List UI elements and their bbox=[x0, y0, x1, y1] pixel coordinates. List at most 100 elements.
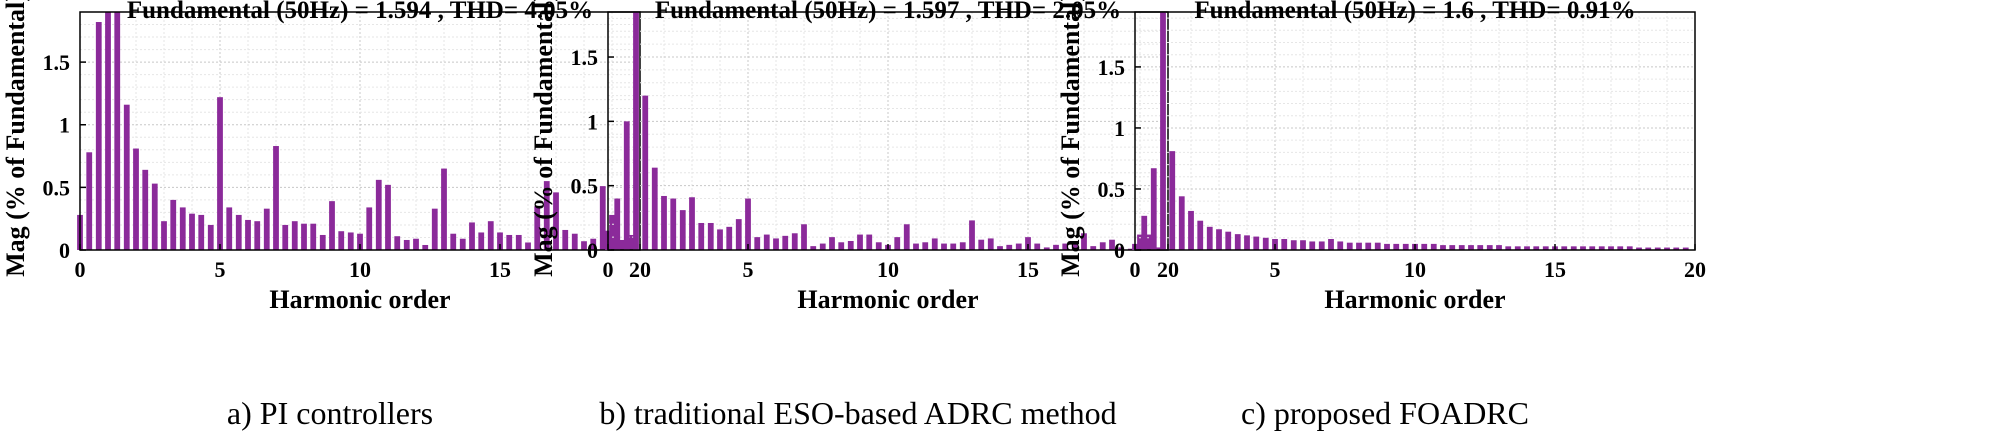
chart-a-bar bbox=[338, 231, 345, 250]
chart-b-bar bbox=[875, 242, 882, 250]
chart-a-bar bbox=[254, 221, 261, 250]
chart-c-bar bbox=[1262, 237, 1269, 250]
chart-a-bar bbox=[497, 232, 503, 250]
chart-a-xtick-label: 15 bbox=[489, 257, 511, 282]
chart-a-bar bbox=[469, 222, 475, 250]
chart-c-xtick-label: 15 bbox=[1544, 257, 1566, 282]
chart-b-bar bbox=[1015, 243, 1022, 250]
chart-b-bars bbox=[605, 12, 1162, 251]
chart-b-bar bbox=[810, 246, 817, 250]
chart-c-ytick-label: 1.5 bbox=[1098, 55, 1126, 80]
chart-b-bar bbox=[661, 195, 667, 250]
chart-a-bar bbox=[357, 233, 363, 250]
chart-c-ytick-label: 0 bbox=[1114, 238, 1125, 263]
chart-c-bar bbox=[1580, 246, 1586, 250]
chart-c-bar bbox=[1626, 246, 1633, 250]
chart-c-ylabel: Mag (% of Fundamental) bbox=[1056, 0, 1085, 277]
chart-b-xlabel: Harmonic order bbox=[797, 285, 978, 314]
chart-b-bar bbox=[1090, 246, 1097, 250]
chart-c-bar bbox=[1682, 247, 1689, 250]
chart-b-bar bbox=[745, 198, 751, 250]
chart-a-title: Fundamental (50Hz) = 1.594 , THD= 4.05% bbox=[127, 0, 593, 24]
chart-a-bar bbox=[245, 219, 251, 250]
chart-c-bar bbox=[1216, 229, 1222, 250]
chart-c-ytick-label: 0.5 bbox=[1098, 177, 1126, 202]
chart-c-bars bbox=[1132, 12, 1689, 250]
chart-a-bar bbox=[198, 214, 205, 250]
chart-a-bar bbox=[319, 234, 326, 250]
chart-c-xtick-label: 20 bbox=[1684, 257, 1706, 282]
chart-a-bar bbox=[151, 183, 158, 250]
chart-a-ytick-label: 1.5 bbox=[43, 50, 71, 75]
chart-b-bar bbox=[642, 95, 649, 251]
chart-c-bar bbox=[1598, 246, 1605, 250]
chart-b-bar bbox=[959, 242, 966, 250]
chart-a-bar bbox=[525, 242, 531, 250]
chart-b-bar bbox=[931, 238, 938, 250]
chart-b-bar bbox=[857, 234, 863, 250]
chart-b-bar bbox=[838, 242, 845, 250]
chart-b-ylabel: Mag (% of Fundamental) bbox=[529, 0, 558, 277]
chart-a-bar bbox=[273, 146, 279, 250]
chart-c-grid bbox=[1135, 12, 1695, 250]
chart-c-bar bbox=[1636, 247, 1642, 250]
chart-b-bar bbox=[670, 198, 677, 250]
chart-b-bar bbox=[987, 238, 994, 250]
chart-b-title: Fundamental (50Hz) = 1.597 , THD= 2.05% bbox=[655, 0, 1121, 24]
chart-c-bar bbox=[1160, 12, 1166, 250]
chart-a-bar bbox=[329, 201, 335, 250]
chart-b-bar bbox=[651, 167, 658, 250]
chart-a-bar bbox=[562, 229, 569, 250]
chart-b-bar bbox=[922, 242, 929, 250]
chart-c-bar bbox=[1328, 239, 1334, 250]
chart-c-xtick-label: 10 bbox=[1404, 257, 1426, 282]
chart-a-bar bbox=[450, 233, 457, 250]
chart-a-bar bbox=[599, 186, 606, 250]
chart-a-ytick-label: 0 bbox=[59, 238, 70, 263]
chart-b-bar bbox=[689, 197, 695, 250]
chart-panel-a: 0 5 10 15 20 0 0.5 1 1.5 Fundamental (50Hz) = 1.5… bbox=[0, 0, 660, 441]
chart-a-bar bbox=[263, 208, 270, 250]
chart-a-bar bbox=[375, 179, 382, 250]
chart-c-bar bbox=[1225, 231, 1232, 250]
chart-c-bar bbox=[1374, 242, 1381, 250]
chart-b-bar bbox=[913, 243, 919, 250]
chart-c-bar bbox=[1645, 247, 1652, 250]
chart-b-bar bbox=[866, 234, 873, 250]
chart-c-bar bbox=[1673, 247, 1680, 250]
chart-a-bar bbox=[86, 152, 93, 250]
chart-c-bar bbox=[1421, 243, 1428, 250]
chart-a-ytick-label: 1 bbox=[59, 113, 70, 138]
chart-b-bar bbox=[614, 198, 621, 250]
chart-c-bar bbox=[1654, 247, 1661, 250]
chart-b-bar bbox=[1034, 243, 1041, 250]
chart-b-bar bbox=[1137, 234, 1143, 250]
chart-c-bar bbox=[1561, 246, 1568, 250]
chart-b-xtick-label: 15 bbox=[1017, 257, 1039, 282]
chart-c-svg: 0 5 10 15 20 0 0.5 1 1.5 Fundamental (50Hz) = 1.6… bbox=[1056, 0, 1706, 314]
chart-c-bar bbox=[1150, 168, 1157, 250]
chart-a-bar bbox=[543, 181, 550, 250]
chart-c-bar bbox=[1589, 246, 1596, 250]
chart-c-bar bbox=[1449, 245, 1456, 250]
chart-c-bar bbox=[1290, 240, 1297, 250]
chart-a-bar bbox=[291, 221, 298, 250]
chart-c-bar bbox=[1169, 151, 1176, 250]
chart-b-grid bbox=[608, 12, 1168, 250]
chart-c-bar bbox=[1402, 243, 1409, 250]
chart-a-bar bbox=[105, 12, 111, 250]
chart-b-bar bbox=[894, 237, 901, 250]
chart-a-bar bbox=[571, 233, 578, 250]
chart-a-bar bbox=[235, 214, 242, 250]
chart-b-bar bbox=[819, 243, 826, 250]
chart-b-bar bbox=[623, 121, 630, 250]
chart-c-bar bbox=[1300, 240, 1306, 250]
chart-c-bar bbox=[1281, 239, 1288, 250]
chart-b-bar bbox=[782, 235, 789, 250]
chart-b-bar bbox=[698, 222, 705, 250]
chart-c-bar bbox=[1141, 215, 1148, 250]
chart-b-xtick-label: 5 bbox=[743, 257, 754, 282]
chart-a-bar bbox=[189, 213, 195, 250]
chart-c-bar bbox=[1664, 247, 1670, 250]
